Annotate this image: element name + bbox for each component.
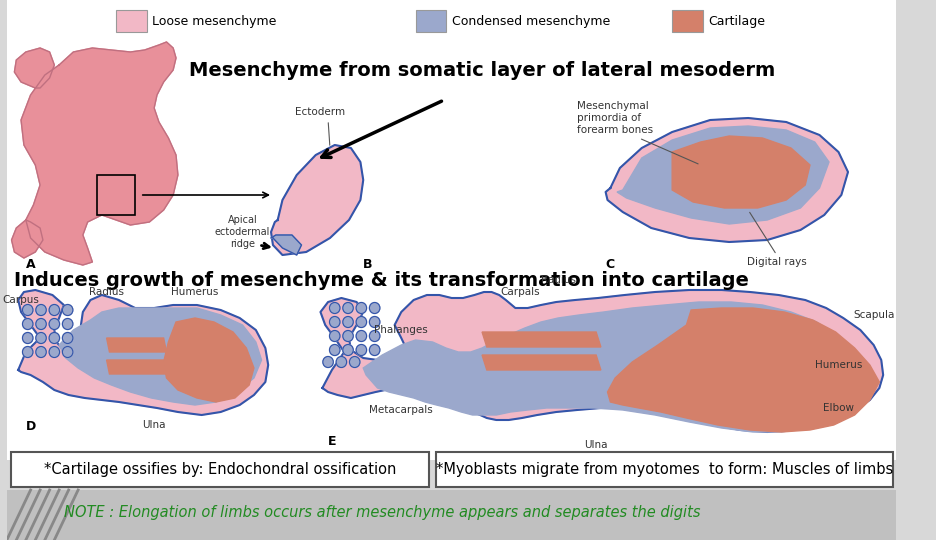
Polygon shape (22, 42, 178, 265)
Text: Phalanges: Phalanges (374, 325, 428, 335)
Text: Loose mesenchyme: Loose mesenchyme (153, 15, 277, 28)
Text: Induces growth of mesenchyme & its transformation into cartilage: Induces growth of mesenchyme & its trans… (14, 271, 750, 289)
Polygon shape (320, 290, 884, 432)
Text: E: E (329, 435, 337, 448)
Text: A: A (26, 258, 36, 271)
Circle shape (356, 345, 367, 355)
Text: B: B (363, 258, 373, 271)
Circle shape (36, 333, 46, 343)
Circle shape (329, 330, 340, 341)
Circle shape (349, 356, 360, 368)
Polygon shape (59, 308, 261, 405)
Circle shape (49, 347, 60, 357)
Circle shape (343, 345, 353, 355)
Circle shape (356, 330, 367, 341)
Circle shape (49, 319, 60, 329)
Text: D: D (26, 420, 37, 433)
Bar (436, 452, 893, 487)
Polygon shape (363, 302, 876, 432)
Polygon shape (606, 118, 848, 242)
Circle shape (356, 316, 367, 327)
Polygon shape (482, 355, 601, 370)
Circle shape (356, 302, 367, 314)
Polygon shape (617, 126, 829, 224)
Polygon shape (271, 235, 301, 255)
Circle shape (36, 319, 46, 329)
Circle shape (22, 347, 33, 357)
Bar (7, 0, 897, 460)
Text: Elbow: Elbow (823, 403, 854, 413)
Polygon shape (14, 48, 54, 88)
Text: *Cartilage ossifies by: Endochondral ossification: *Cartilage ossifies by: Endochondral oss… (44, 462, 396, 477)
Text: *Myoblasts migrate from myotomes  to form: Muscles of limbs: *Myoblasts migrate from myotomes to form… (436, 462, 893, 477)
Polygon shape (11, 220, 43, 258)
Circle shape (336, 356, 346, 368)
Text: Digital rays: Digital rays (747, 257, 807, 267)
Circle shape (329, 302, 340, 314)
Circle shape (22, 319, 33, 329)
Circle shape (63, 305, 73, 315)
Polygon shape (18, 290, 269, 415)
Text: Cartilage: Cartilage (709, 15, 766, 28)
Text: Scapula: Scapula (853, 310, 895, 320)
Text: Condensed mesenchyme: Condensed mesenchyme (452, 15, 610, 28)
Bar (116, 10, 147, 32)
Polygon shape (271, 145, 363, 255)
Circle shape (370, 345, 380, 355)
Circle shape (22, 333, 33, 343)
Bar (672, 10, 703, 32)
Polygon shape (607, 308, 879, 432)
Bar (10, 452, 429, 487)
Circle shape (370, 302, 380, 314)
Circle shape (63, 347, 73, 357)
Text: Humerus: Humerus (171, 287, 219, 297)
Circle shape (343, 330, 353, 341)
Circle shape (49, 333, 60, 343)
Bar (416, 10, 446, 32)
Bar (7, 490, 897, 540)
Polygon shape (482, 332, 601, 347)
Circle shape (329, 316, 340, 327)
Circle shape (343, 316, 353, 327)
Circle shape (63, 319, 73, 329)
Circle shape (63, 333, 73, 343)
Text: Carpals: Carpals (500, 287, 540, 297)
Text: NOTE : Elongation of limbs occurs after mesenchyme appears and separates the dig: NOTE : Elongation of limbs occurs after … (64, 505, 700, 521)
Polygon shape (672, 136, 810, 208)
Circle shape (36, 305, 46, 315)
Polygon shape (107, 338, 167, 352)
Text: Radius: Radius (89, 287, 124, 297)
Circle shape (49, 305, 60, 315)
Circle shape (329, 345, 340, 355)
Text: Mesenchyme from somatic layer of lateral mesoderm: Mesenchyme from somatic layer of lateral… (189, 60, 775, 79)
Text: Metacarpals: Metacarpals (370, 405, 433, 415)
Circle shape (323, 356, 333, 368)
Text: Radius: Radius (541, 275, 576, 285)
Text: Mesenchymal
primordia of
forearm bones: Mesenchymal primordia of forearm bones (578, 102, 653, 134)
Text: C: C (606, 258, 615, 271)
Text: Humerus: Humerus (815, 360, 862, 370)
Text: Carpus: Carpus (3, 295, 39, 305)
Circle shape (22, 305, 33, 315)
Circle shape (370, 316, 380, 327)
Polygon shape (164, 318, 254, 402)
Text: Ulna: Ulna (584, 440, 607, 450)
Circle shape (370, 330, 380, 341)
Text: Ulna: Ulna (142, 420, 166, 430)
Circle shape (36, 347, 46, 357)
Text: Ectoderm: Ectoderm (296, 107, 345, 117)
Bar (97, 175, 135, 215)
Polygon shape (107, 360, 167, 374)
Circle shape (343, 302, 353, 314)
Text: Apical
ectodermal
ridge: Apical ectodermal ridge (215, 215, 271, 248)
